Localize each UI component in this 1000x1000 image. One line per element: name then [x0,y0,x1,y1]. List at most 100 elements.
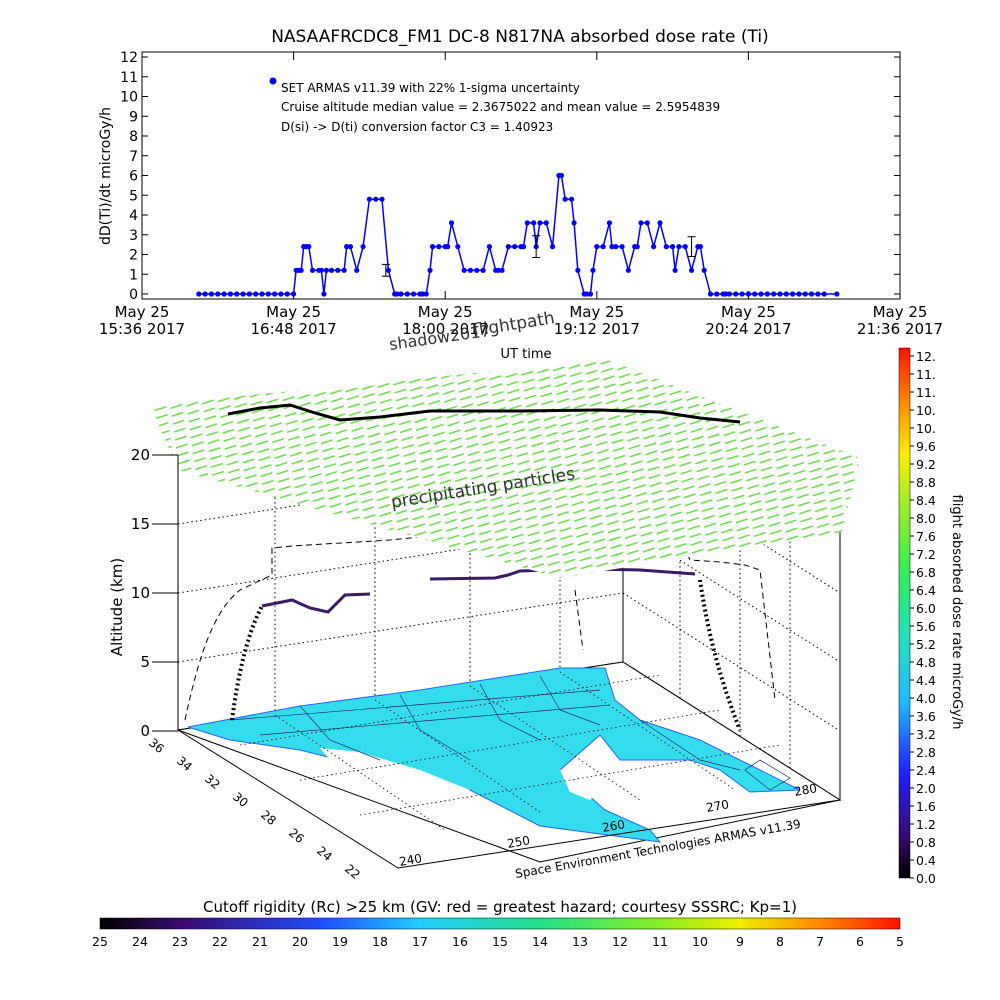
data-point [758,291,764,297]
data-point [291,291,297,297]
cruise-track-central [429,568,551,581]
data-point [613,244,619,250]
data-point [739,291,745,297]
data-point [815,291,821,297]
data-point [571,220,577,226]
cutoff-colorbar [99,917,901,930]
data-point [344,244,350,250]
dose-rate-colorbar-label: flight absorbed dose rate microGy/h [949,495,964,730]
precipitating-particles-layer [150,360,860,578]
data-point [227,291,234,297]
data-point [284,291,290,297]
colorbar-tick-label: 22 [212,934,228,949]
y-tick-label: 9 [129,109,138,125]
colorbar-tick-label: 8.4 [916,493,936,508]
data-point [651,244,657,250]
colorbar-tick-label: 2.0 [916,781,936,796]
colorbar-tick-label: 21 [252,934,268,949]
series-line [198,174,837,295]
colorbar-tick-label: 8 [776,934,784,949]
x-tick-time: 15:36 2017 [99,320,185,338]
data-point [783,291,789,297]
data-point [682,244,688,250]
y-tick-label: 6 [129,169,138,185]
y-tick-label: 4 [129,208,138,224]
colorbar-tick-label: 13 [572,934,588,949]
colorbar-tick-label: 10 [692,934,708,949]
data-point [208,291,215,297]
data-point [394,291,400,297]
data-point [404,291,410,297]
data-point [259,291,265,297]
colorbar-tick-label: 23 [172,934,188,949]
colorbar-tick-label: 9 [736,934,744,949]
data-point [265,291,271,297]
data-point [486,244,493,250]
colorbar-tick-label: 14 [532,934,548,949]
svg-text:260: 260 [601,817,626,835]
svg-text:34: 34 [174,754,195,775]
data-point [834,291,840,297]
data-point [373,196,379,202]
y-tick-label: 3 [129,228,138,244]
data-point [670,244,676,250]
data-point [411,291,417,297]
colorbar-tick-label: 18 [372,934,388,949]
data-point [398,291,404,297]
dose-rate-series [196,172,840,297]
data-point [436,244,442,250]
data-point [495,267,501,273]
svg-text:250: 250 [506,833,531,851]
lat-axis-line [177,729,399,869]
cutoff-rigidity-surface [187,667,801,843]
data-point [771,291,777,297]
colorbar-tick-label: 12. [916,349,936,364]
svg-text:0: 0 [140,722,150,740]
data-point [360,244,366,250]
colorbar-tick-label: 7.2 [916,547,936,562]
data-point [723,291,729,297]
svg-text:32: 32 [202,772,223,793]
data-point [733,291,739,297]
colorbar-tick-label: 0.0 [916,871,936,886]
data-point [246,291,252,297]
colorbar-tick-label: 6 [856,934,864,949]
colorbar-tick-label: 11. [916,385,936,400]
colorbar-tick-label: 3.2 [916,727,936,742]
data-point [385,267,391,273]
data-point [657,220,663,226]
y-tick-label: 5 [129,188,138,204]
data-point [505,244,511,250]
data-point [562,196,568,202]
data-point [445,244,451,250]
colorbar-tick-label: 12 [612,934,628,949]
wall-grid-line [177,523,624,594]
chart-title: NASAAFRCDC8_FM1 DC-8 N817NA absorbed dos… [271,27,769,47]
colorbar-tick-label: 7.6 [916,529,936,544]
data-point [366,196,372,202]
colorbar-tick-label: 1.6 [916,799,936,814]
wall-grid-line [177,592,624,663]
data-point [714,291,720,297]
colorbar-tick-label: 4.4 [916,673,936,688]
colorbar-tick-label: 11 [652,934,668,949]
lon-axis: 240 250 260 270 280 [398,781,818,869]
data-point [644,220,650,226]
colorbar-tick-label: 6.4 [916,583,936,598]
data-point [796,291,802,297]
y-tick-label: 12 [120,50,138,66]
data-point [707,291,714,297]
floor-grid [239,671,781,831]
colorbar-tick-label: 17 [412,934,428,949]
svg-text:28: 28 [258,808,279,829]
svg-text:26: 26 [286,826,307,847]
data-point [253,291,259,297]
data-point [423,291,429,297]
z-axis: 0 5 10 15 20 [131,446,150,740]
data-point [328,267,335,273]
descent-track [698,579,742,731]
svg-text:10: 10 [131,584,150,602]
colorbar-tick-label: 11. [916,367,936,382]
data-point [524,220,530,226]
data-point [764,291,770,297]
